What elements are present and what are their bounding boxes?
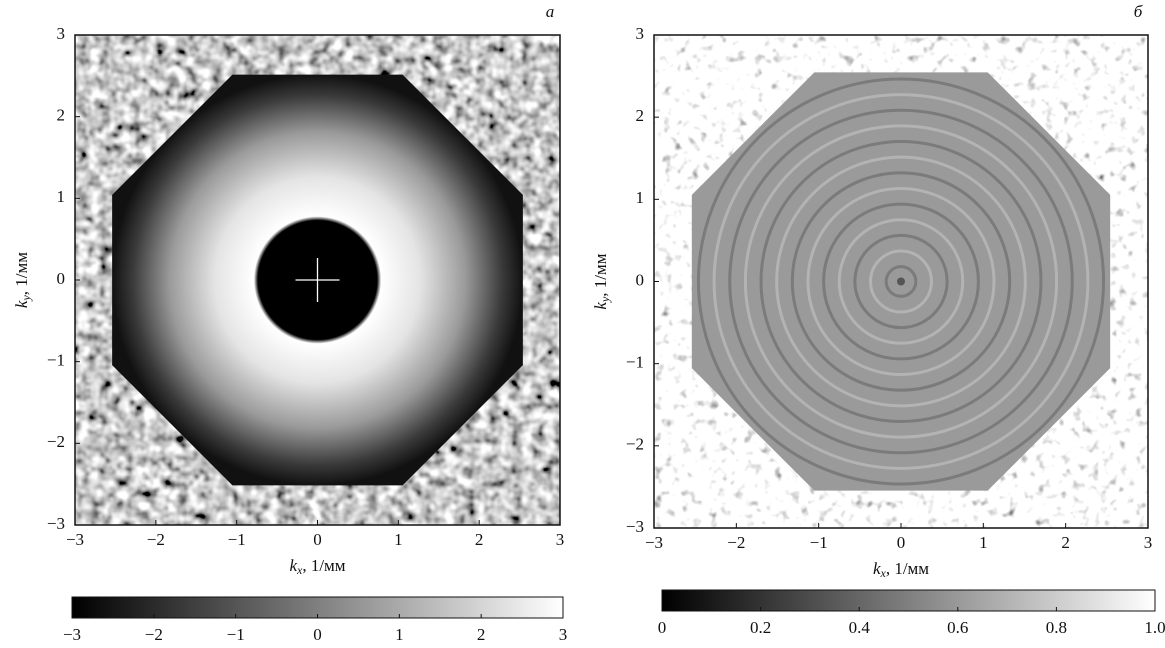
colorbar-tick-label: −1 [227, 625, 245, 644]
y-tick-label: 1 [636, 188, 645, 207]
x-tick-label: 1 [979, 533, 988, 552]
axis-label: ky, 1/мм [12, 252, 33, 308]
y-tick-label: −1 [626, 353, 644, 372]
x-tick-label: −1 [228, 530, 246, 549]
y-tick-label: −2 [626, 435, 644, 454]
axis-label: ky, 1/мм [591, 253, 612, 309]
x-tick-label: −2 [147, 530, 165, 549]
y-tick-label: 3 [636, 24, 645, 43]
y-tick-label: −2 [47, 432, 65, 451]
axis-unit: , 1/мм [886, 559, 929, 578]
colorbar-tick-label: −3 [63, 625, 81, 644]
x-tick-label: 2 [475, 530, 484, 549]
colorbar-tick-label: −2 [145, 625, 163, 644]
heatmap-image [654, 35, 1148, 528]
y-tick-label: 3 [57, 24, 66, 43]
colorbar-tick-label: 0 [658, 618, 667, 637]
axis-label: kx, 1/мм [289, 556, 345, 577]
x-tick-label: 2 [1061, 533, 1070, 552]
colorbar-tick-label: 1 [395, 625, 404, 644]
colorbar-tick-label: 1.0 [1144, 618, 1165, 637]
x-tick-label: 3 [1144, 533, 1153, 552]
colorbar [662, 590, 1155, 611]
x-tick-label: 0 [313, 530, 322, 549]
y-tick-label: 2 [57, 106, 66, 125]
y-tick-label: −3 [47, 514, 65, 533]
colorbar-tick-label: 2 [477, 625, 486, 644]
x-tick-label: −3 [66, 530, 84, 549]
y-tick-label: −3 [626, 517, 644, 536]
axis-unit: , 1/мм [12, 252, 31, 295]
x-tick-label: −3 [645, 533, 663, 552]
x-tick-label: 3 [556, 530, 565, 549]
heatmap-image [75, 35, 560, 525]
x-tick-label: −1 [810, 533, 828, 552]
colorbar-tick-label: 0.8 [1046, 618, 1067, 637]
x-tick-label: 0 [897, 533, 906, 552]
figure: −3−2−10123−3−2−10123аkx, 1/ммky, 1/мм−3−… [0, 0, 1165, 648]
x-tick-label: −2 [727, 533, 745, 552]
axis-label: kx, 1/мм [873, 559, 929, 580]
colorbar-tick-label: 3 [559, 625, 568, 644]
y-tick-label: 1 [57, 187, 66, 206]
y-tick-label: 2 [636, 106, 645, 125]
colorbar-tick-label: 0 [313, 625, 322, 644]
colorbar-tick-label: 0.6 [947, 618, 968, 637]
axis-unit: , 1/мм [591, 253, 610, 296]
panel-label: б [1134, 2, 1143, 21]
colorbar-tick-label: 0.2 [750, 618, 771, 637]
x-tick-label: 1 [394, 530, 403, 549]
colorbar-tick-label: 0.4 [849, 618, 871, 637]
panel-label: а [546, 2, 555, 21]
center-spot [897, 278, 905, 286]
y-tick-label: 0 [636, 270, 645, 289]
y-tick-label: 0 [57, 269, 66, 288]
axis-unit: , 1/мм [302, 556, 345, 575]
y-tick-label: −1 [47, 351, 65, 370]
